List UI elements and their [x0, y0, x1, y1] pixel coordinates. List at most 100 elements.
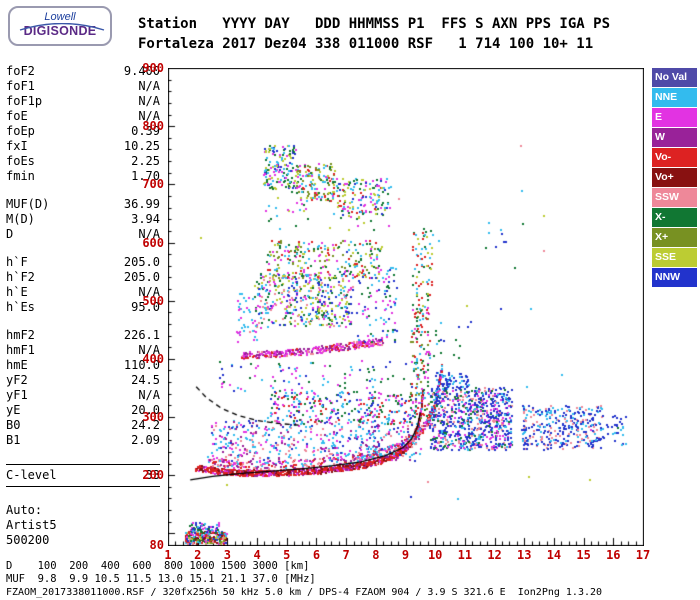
legend-item-nne: NNE: [652, 88, 697, 107]
param-value: 205.0: [123, 255, 160, 269]
param-row: h`E N/A: [6, 285, 160, 300]
param-value: N/A: [138, 388, 160, 402]
param-label: fxI: [6, 139, 28, 153]
param-value: 24.5: [131, 373, 160, 387]
param-rule: [6, 486, 160, 487]
x-tick-label: 2: [194, 548, 202, 562]
y-tick-label: 900: [142, 61, 164, 75]
param-value: N/A: [138, 94, 160, 108]
x-tick-label: 13: [517, 548, 532, 562]
param-row: Artist5: [6, 518, 160, 533]
x-tick-label: 16: [606, 548, 621, 562]
param-label: foF2: [6, 64, 35, 78]
y-tick-label: 600: [142, 235, 164, 250]
param-label: C-level: [6, 468, 57, 482]
param-row: foF1p N/A: [6, 94, 160, 109]
header-values-line: Fortaleza 2017 Dez04 338 011000 RSF 1 71…: [138, 36, 594, 52]
param-row: yF2 24.5: [6, 373, 160, 388]
logo-brand-text: Lowell: [44, 11, 76, 23]
param-value: 110.0: [123, 358, 160, 372]
param-row: C-level 33: [6, 468, 160, 483]
param-rule: [6, 464, 160, 465]
x-tick-label: 3: [223, 548, 231, 562]
param-value: 226.1: [123, 328, 160, 342]
y-tick-label: 500: [142, 293, 164, 308]
param-value: N/A: [138, 343, 160, 357]
legend-item-nnw: NNW: [652, 268, 697, 287]
logo-arc-icon: [19, 23, 105, 31]
param-value: 9.400: [123, 64, 160, 78]
y-tick-label: 80: [149, 538, 164, 552]
x-tick-label: 12: [487, 548, 502, 562]
param-row: foF2 9.400: [6, 64, 160, 79]
x-tick-label: 4: [253, 548, 261, 562]
muf-row: MUF 9.8 9.9 10.5 11.5 13.0 15.1 21.1 37.…: [6, 573, 316, 585]
x-tick-label: 17: [635, 548, 651, 562]
param-label: fmin: [6, 169, 35, 183]
legend-item-vo+: Vo+: [652, 168, 697, 187]
param-row: B1 2.09: [6, 433, 160, 448]
param-label: Auto:: [6, 503, 43, 517]
param-label: hmF2: [6, 328, 35, 342]
legend-item-x+: X+: [652, 228, 697, 247]
param-label: hmF1: [6, 343, 35, 357]
param-row: fxI 10.25: [6, 139, 160, 154]
param-label: foF1: [6, 79, 35, 93]
param-row: hmE 110.0: [6, 358, 160, 373]
y-tick-label: 200: [142, 468, 164, 483]
legend-item-sse: SSE: [652, 248, 697, 267]
param-row: B0 24.2: [6, 418, 160, 433]
param-gap: [6, 490, 160, 503]
param-label: M(D): [6, 212, 35, 226]
param-label: D: [6, 227, 14, 241]
param-label: yF2: [6, 373, 28, 387]
param-value: 36.99: [123, 197, 160, 211]
param-value: 0.39: [131, 124, 160, 138]
param-label: 500200: [6, 533, 50, 547]
x-tick-label: 7: [342, 548, 350, 562]
lowell-digisonde-logo: Lowell DIGISONDE: [8, 6, 112, 46]
param-label: h`F2: [6, 270, 35, 284]
param-label: foF1p: [6, 94, 43, 108]
x-tick-label: 8: [372, 548, 380, 562]
param-row: fmin 1.70: [6, 169, 160, 184]
param-label: yE: [6, 403, 21, 417]
param-row: foF1 N/A: [6, 79, 160, 94]
param-label: h`F: [6, 255, 28, 269]
param-row: h`F 205.0: [6, 255, 160, 270]
param-row: h`Es 95.0: [6, 300, 160, 315]
ionogram-canvas: [168, 68, 644, 546]
param-value: 24.2: [131, 418, 160, 432]
station-header: Station YYYY DAY DDD HHMMSS P1 FFS S AXN…: [138, 14, 610, 54]
param-row: hmF2 226.1: [6, 328, 160, 343]
distance-row: D 100 200 400 600 800 1000 1500 3000 [km…: [6, 560, 310, 572]
param-label: yF1: [6, 388, 28, 402]
param-row: Auto:: [6, 503, 160, 518]
legend-item-e: E: [652, 108, 697, 127]
param-row: D N/A: [6, 227, 160, 242]
param-row: M(D) 3.94: [6, 212, 160, 227]
param-label: foE: [6, 109, 28, 123]
x-tick-label: 1: [164, 548, 172, 562]
param-value: 1.70: [131, 169, 160, 183]
x-tick-label: 6: [312, 548, 321, 562]
param-gap: [6, 242, 160, 255]
param-value: 10.25: [123, 139, 160, 153]
param-label: h`Es: [6, 300, 35, 314]
param-gap: [6, 315, 160, 328]
param-value: N/A: [138, 285, 160, 299]
header-columns-line: Station YYYY DAY DDD HHMMSS P1 FFS S AXN…: [138, 16, 611, 32]
param-value: 95.0: [131, 300, 160, 314]
param-list: foF2 9.400 foF1 N/A foF1p N/A foE N/A foEp 0.39 fx…: [6, 64, 160, 548]
x-tick-label: 10: [427, 548, 443, 562]
param-value: N/A: [138, 227, 160, 241]
y-tick-label: 400: [142, 351, 164, 366]
y-tick-label: 800: [142, 119, 164, 134]
x-tick-label: 15: [576, 548, 591, 562]
param-value: 205.0: [123, 270, 160, 284]
legend-item-x-: X-: [652, 208, 697, 227]
param-row: foE N/A: [6, 109, 160, 124]
legend-item-vo-: Vo-: [652, 148, 697, 167]
param-row: yF1 N/A: [6, 388, 160, 403]
legend-item-ssw: SSW: [652, 188, 697, 207]
